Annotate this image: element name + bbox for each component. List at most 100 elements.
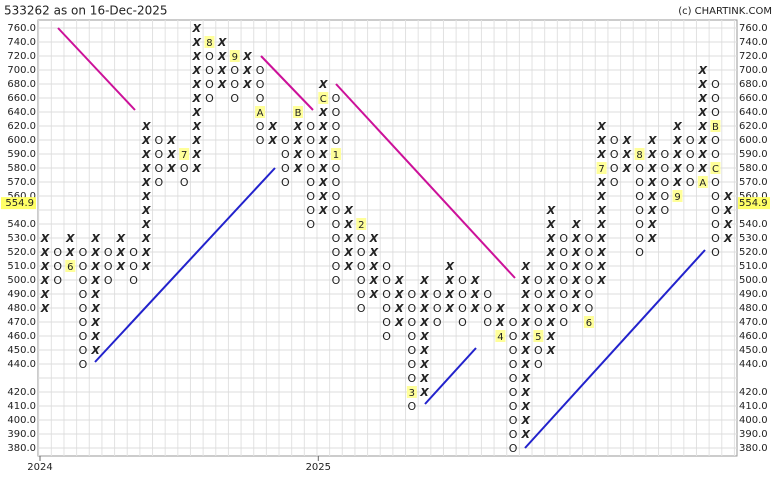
y-tick-label-right: 460.0 (739, 331, 768, 342)
o-box: O (711, 134, 720, 147)
marks: XXXXXXOOOXX6OOOOOOOOOXXXXXXXXXOOOXXXOOOX… (40, 22, 733, 455)
x-box: X (192, 78, 202, 91)
x-box: X (647, 218, 657, 231)
o-box: O (332, 176, 341, 189)
o-box: O (534, 358, 543, 371)
month-marker: 9 (232, 52, 238, 63)
o-box: O (155, 162, 164, 175)
o-box: O (509, 414, 518, 427)
x-box: X (318, 176, 328, 189)
o-box: O (711, 204, 720, 217)
y-tick-label-right: 580.0 (739, 163, 768, 174)
x-box: X (318, 106, 328, 119)
x-box: X (141, 260, 151, 273)
column: OOO (433, 288, 442, 329)
o-box: O (332, 162, 341, 175)
o-box: O (483, 288, 492, 301)
month-marker: 6 (67, 262, 73, 273)
month-marker: 5 (535, 332, 541, 343)
o-box: O (509, 372, 518, 385)
x-box: X (419, 386, 429, 399)
month-marker: 7 (181, 150, 187, 161)
o-box: O (306, 176, 315, 189)
credit: (c) CHARTINK.COM (678, 6, 772, 17)
x-box: X (267, 134, 277, 147)
y-tick-label: 410.0 (7, 401, 36, 412)
month-marker: 8 (206, 38, 212, 49)
x-box: X (571, 274, 581, 287)
o-box: O (205, 78, 214, 91)
o-box: O (332, 274, 341, 287)
x-box: X (394, 274, 404, 287)
o-box: O (256, 134, 265, 147)
x-box: X (394, 302, 404, 315)
o-box: O (686, 162, 695, 175)
month-marker-bg (255, 106, 266, 118)
current-price-bg (1, 197, 36, 210)
x-box: X (318, 148, 328, 161)
x-box: X (318, 78, 328, 91)
x-box: X (520, 316, 530, 329)
o-box: O (509, 330, 518, 343)
o-box: O (332, 218, 341, 231)
o-box: O (686, 148, 695, 161)
month-marker-bg (406, 386, 417, 398)
y-tick-label: 740.0 (7, 37, 36, 48)
x-box: X (419, 274, 429, 287)
x-box: X (571, 260, 581, 273)
o-box: O (306, 218, 315, 231)
x-box: X (622, 162, 632, 175)
o-box: O (585, 274, 594, 287)
x-box: X (546, 344, 556, 357)
o-box: O (129, 246, 138, 259)
x-box: X (343, 232, 353, 245)
y-tick-label-right: 450.0 (739, 345, 768, 356)
o-box: O (635, 162, 644, 175)
y-tick-label-right: 660.0 (739, 93, 768, 104)
o-box: O (635, 176, 644, 189)
x-box: X (698, 78, 708, 91)
o-box: O (408, 316, 417, 329)
x-box: X (343, 218, 353, 231)
x-box: X (192, 162, 202, 175)
x-box: X (166, 148, 176, 161)
o-box: O (534, 288, 543, 301)
y-tick-label: 600.0 (7, 135, 36, 146)
x-box: X (242, 78, 252, 91)
o-box: O (686, 134, 695, 147)
x-box: X (318, 120, 328, 133)
month-marker: B (712, 122, 719, 133)
y-tick-label: 440.0 (7, 359, 36, 370)
y-tick-label: 700.0 (7, 65, 36, 76)
o-box: O (205, 92, 214, 105)
o-box: O (382, 302, 391, 315)
y-tick-label-right: 700.0 (739, 65, 768, 76)
o-box: O (711, 246, 720, 259)
x-box: X (698, 148, 708, 161)
month-marker: 1 (333, 150, 339, 161)
x-box: X (40, 288, 50, 301)
x-box: X (419, 358, 429, 371)
month-marker-bg (330, 148, 341, 160)
y-tick-label: 590.0 (7, 149, 36, 160)
x-box: X (90, 232, 100, 245)
month-marker: B (295, 108, 302, 119)
o-box: O (458, 316, 467, 329)
o-box: O (306, 148, 315, 161)
x-box: X (369, 232, 379, 245)
o-box: O (433, 302, 442, 315)
x-box: X (495, 302, 505, 315)
x-box: X (723, 218, 733, 231)
y-tick-label: 460.0 (7, 331, 36, 342)
